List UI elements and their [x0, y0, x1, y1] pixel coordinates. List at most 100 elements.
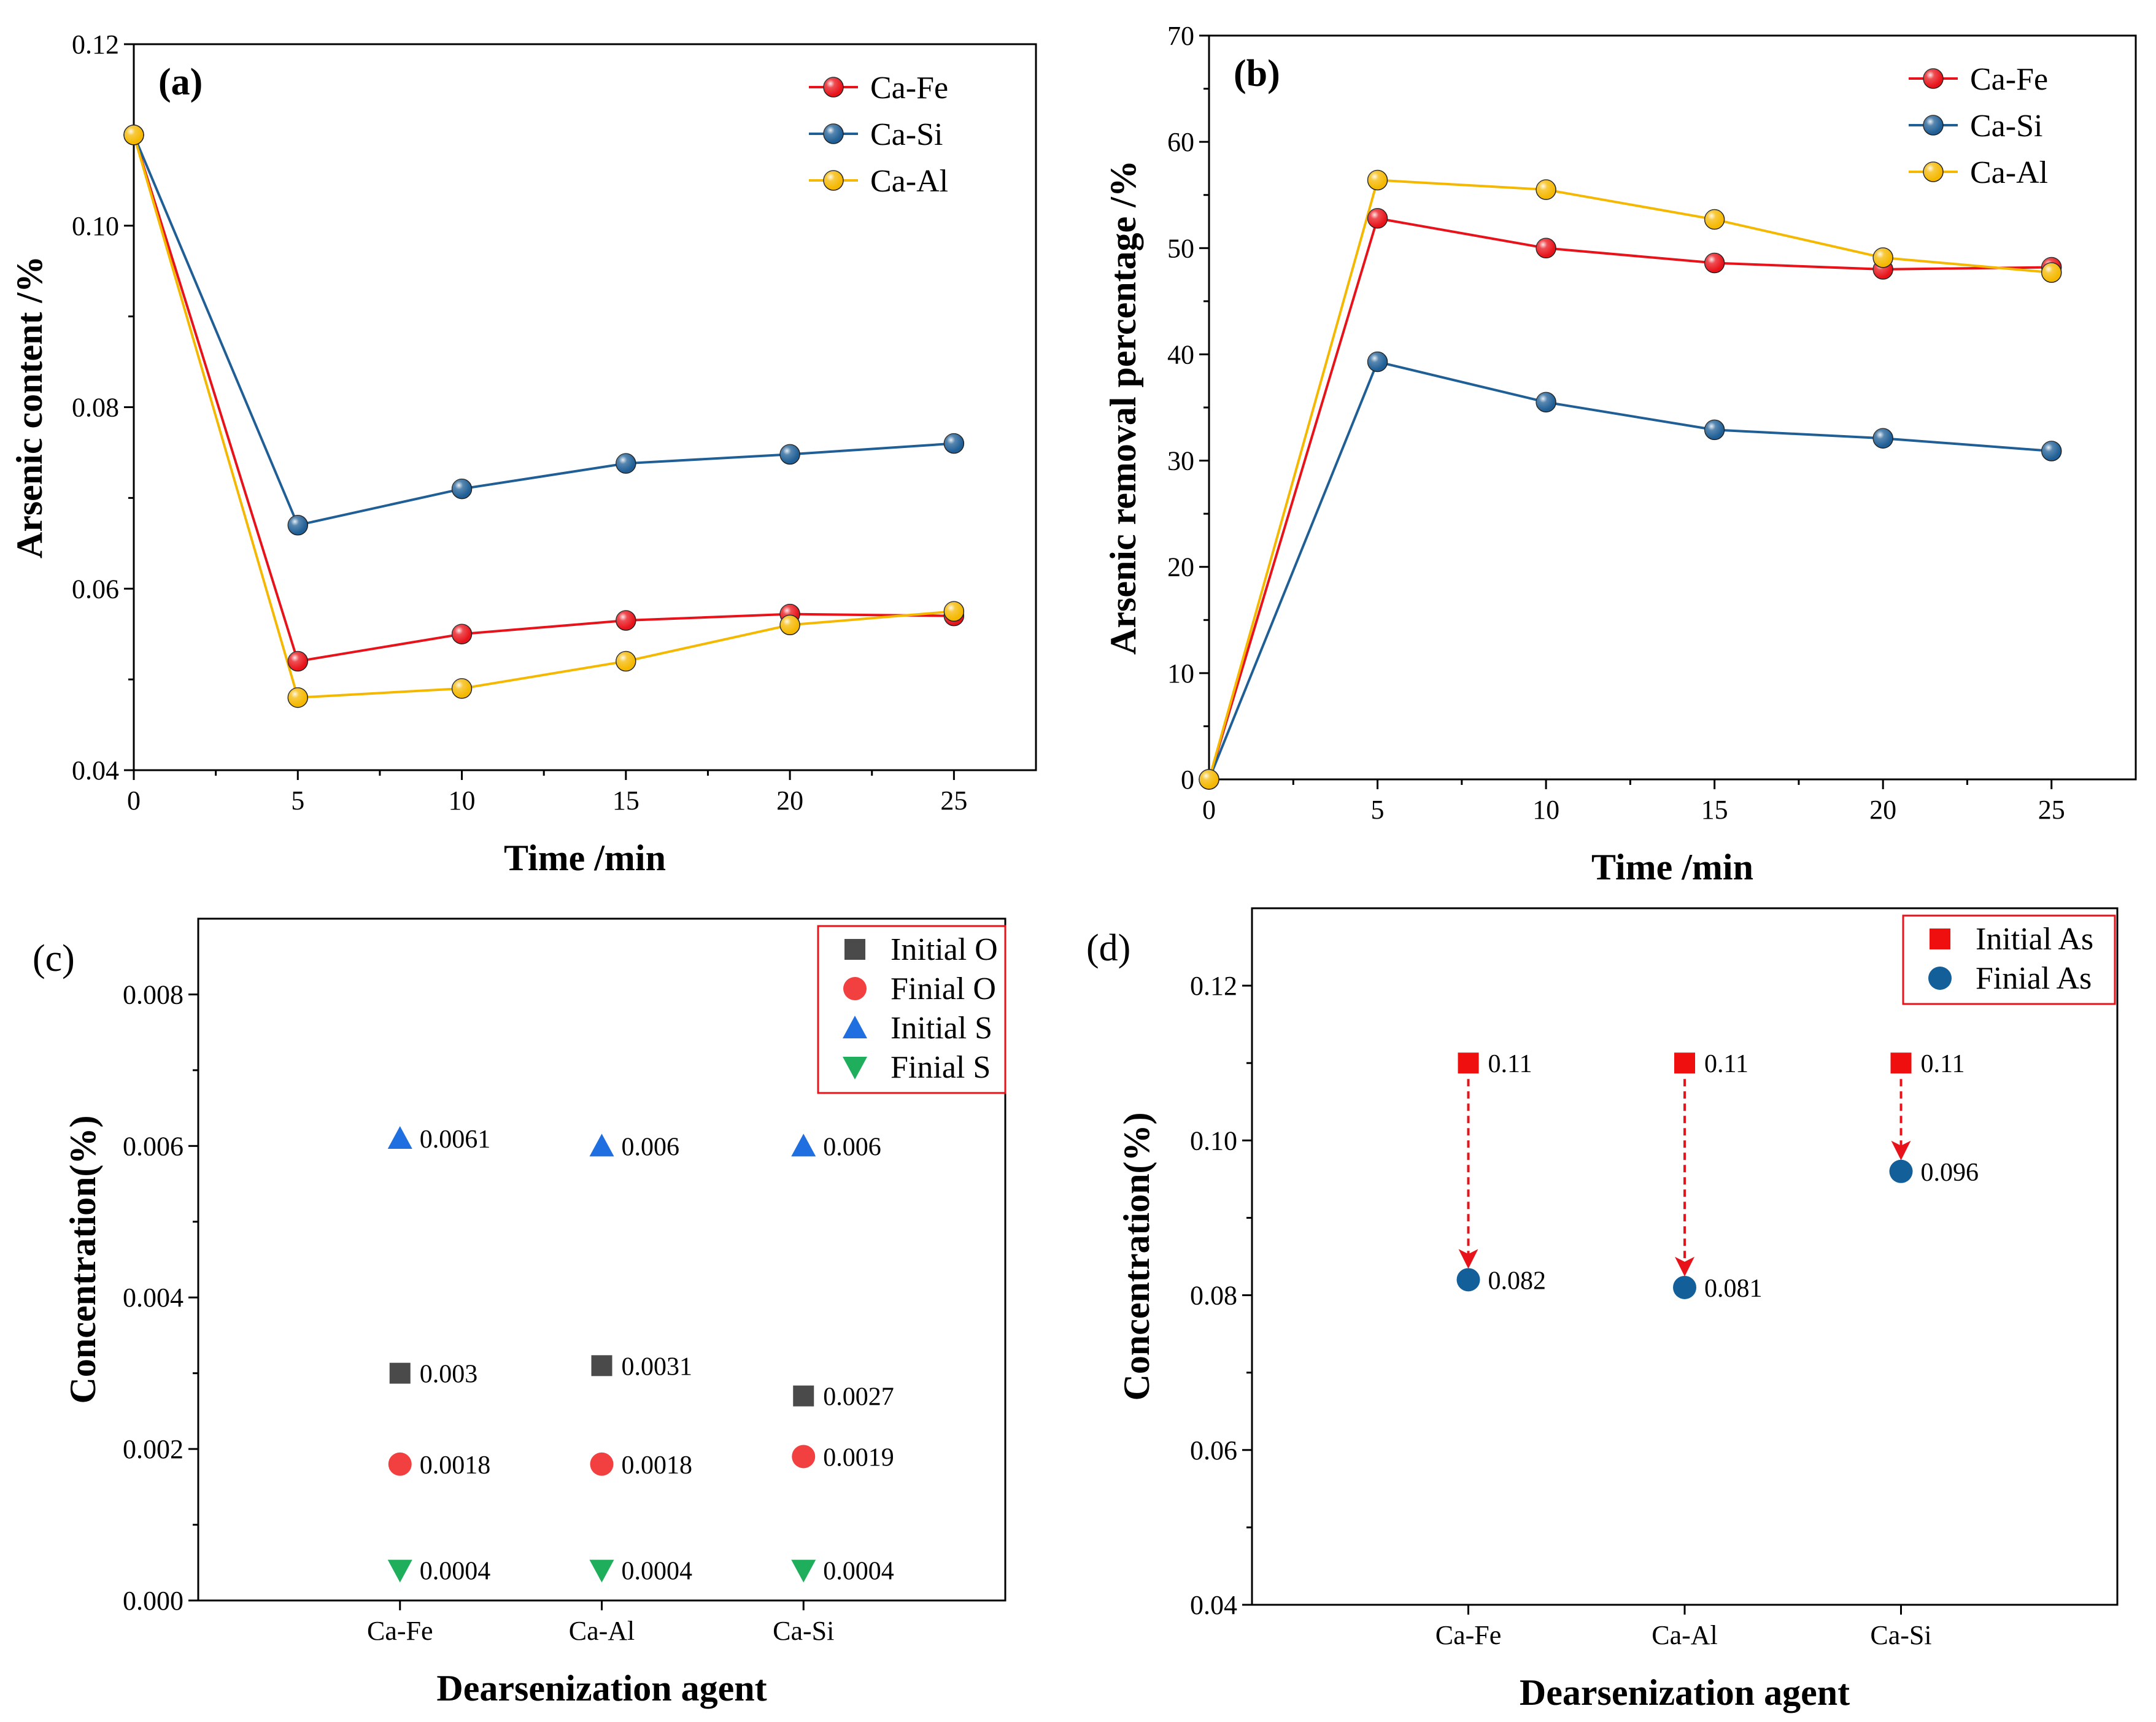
data-point-initial-s: [387, 1125, 412, 1149]
y-tick-label: 20: [1167, 552, 1194, 582]
y-tick-label: 0.08: [72, 393, 119, 423]
x-tick-label: 20: [776, 786, 803, 816]
data-label: 0.0027: [823, 1383, 894, 1411]
y-tick-label: 0.12: [72, 29, 119, 60]
data-point-ca-al-shine: [944, 601, 964, 622]
data-point-ca-si-shine: [616, 454, 636, 474]
data-point-initial-s: [589, 1133, 614, 1157]
y-tick-label: 0.06: [1190, 1435, 1237, 1465]
x-tick-label: 0: [1202, 795, 1216, 825]
y-tick-label: 0.04: [72, 755, 119, 786]
data-point-ca-si-shine: [2041, 441, 2061, 461]
panel-b: 0 10 20 30 40 50 60 70 0 5 10 15 20 25 Time /min Arseni…: [1103, 21, 2137, 887]
y-tick-label: 0.06: [72, 574, 119, 604]
data-label: 0.0061: [420, 1125, 491, 1154]
data-point-ca-si-shine: [288, 515, 308, 535]
x-tick-label: 10: [449, 786, 476, 816]
panel-label: (a): [158, 61, 203, 103]
x-tick-label: 25: [2038, 795, 2065, 825]
legend-marker-shine: [824, 171, 843, 190]
data-label: 0.11: [1921, 1050, 1965, 1078]
data-point-ca-fe-shine: [1536, 238, 1556, 258]
data-point-finial-s: [589, 1559, 614, 1583]
data-point-ca-fe-shine: [288, 651, 308, 671]
y-tick-label: 70: [1167, 21, 1194, 51]
legend-label: Ca-Si: [1970, 109, 2042, 144]
data-point-finial-as: [1673, 1275, 1696, 1299]
data-point-ca-fe-shine: [616, 611, 636, 631]
data-point-ca-si-shine: [1536, 392, 1556, 412]
series-line-ca-fe: [1208, 217, 2052, 780]
data-point-initial-o: [591, 1355, 612, 1376]
data-point-ca-fe-shine: [1704, 253, 1725, 273]
data-label: 0.081: [1704, 1275, 1763, 1303]
x-tick-label: 20: [1869, 795, 1896, 825]
legend-label: Finial O: [891, 971, 996, 1006]
x-axis-title: Dearsenization agent: [1520, 1672, 1850, 1713]
y-tick-label: 40: [1167, 339, 1194, 369]
data-point-ca-al-shine: [1367, 170, 1388, 190]
y-tick-label: 0.008: [123, 979, 184, 1010]
legend-label: Finial As: [1976, 961, 2092, 996]
x-tick-label: 5: [291, 786, 304, 816]
data-point-ca-si-shine: [944, 433, 964, 454]
x-tick-label: 10: [1532, 795, 1559, 825]
legend-marker-shine: [824, 77, 843, 97]
series-line-ca-fe: [133, 134, 954, 663]
data-point-ca-si-shine: [452, 479, 472, 499]
data-point-ca-al-shine: [288, 687, 308, 708]
legend-marker-shine: [824, 124, 843, 144]
data-point-initial-o: [793, 1385, 814, 1407]
legend-label: Initial As: [1976, 922, 2093, 957]
x-tick-label: 25: [940, 786, 967, 816]
data-point-ca-al-shine: [1199, 770, 1219, 789]
data-point-initial-as: [1890, 1052, 1912, 1074]
legend-label: Ca-Al: [1970, 155, 2048, 190]
data-label: 0.0004: [622, 1558, 693, 1586]
x-tick-label: 5: [1371, 795, 1385, 825]
data-point-initial-as: [1458, 1052, 1479, 1074]
data-label: 0.006: [622, 1133, 680, 1161]
y-tick-label: 30: [1167, 446, 1194, 476]
y-tick-label: 0.006: [123, 1131, 184, 1161]
data-point-finial-as: [1889, 1159, 1913, 1183]
data-point-ca-al-shine: [780, 615, 800, 635]
legend-label: Ca-Al: [870, 164, 948, 199]
x-tick-label: Ca-Si: [773, 1616, 834, 1646]
data-point-ca-al-shine: [616, 651, 636, 671]
legend-marker: [843, 1016, 867, 1038]
x-tick-label: Ca-Al: [569, 1616, 635, 1646]
x-tick-label: 0: [127, 786, 141, 816]
data-point-ca-si-shine: [1367, 352, 1388, 372]
legend-label: Initial O: [891, 932, 998, 967]
panel-c: 0.000 0.002 0.004 0.006 0.008 Ca-Fe Ca-Al Ca-Si…: [33, 917, 1007, 1708]
y-axis-title: Arsenic removal percentage /%: [1103, 160, 1143, 655]
legend-marker-shine: [1923, 162, 1943, 182]
data-label: 0.096: [1921, 1159, 1979, 1187]
data-point-ca-al-shine: [452, 678, 472, 698]
y-tick-label: 0.002: [123, 1434, 184, 1464]
series-line-ca-al: [133, 134, 954, 699]
legend-marker: [843, 977, 867, 1000]
data-point-initial-o: [389, 1362, 411, 1384]
y-tick-label: 10: [1167, 658, 1194, 689]
y-tick-label: 0.08: [1190, 1281, 1237, 1311]
series-line-ca-si: [133, 134, 954, 527]
data-label: 0.003: [420, 1361, 478, 1389]
data-point-ca-al-shine: [124, 125, 144, 145]
legend-label: Ca-Fe: [870, 71, 948, 106]
x-tick-label: Ca-Al: [1652, 1620, 1718, 1650]
y-axis-title: Concentration(%): [63, 1116, 103, 1404]
data-point-ca-al-shine: [1536, 180, 1556, 200]
y-tick-label: 50: [1167, 233, 1194, 263]
legend-marker: [844, 939, 865, 960]
y-axis-title: Concentration(%): [1116, 1113, 1157, 1401]
y-tick-label: 0: [1181, 765, 1194, 795]
legend-marker: [1930, 929, 1950, 949]
y-tick-label: 0.12: [1190, 971, 1237, 1001]
data-label: 0.11: [1704, 1050, 1748, 1078]
panel-label: (d): [1086, 927, 1130, 969]
legend-label: Finial S: [891, 1050, 991, 1085]
data-point-finial-o: [388, 1452, 412, 1476]
